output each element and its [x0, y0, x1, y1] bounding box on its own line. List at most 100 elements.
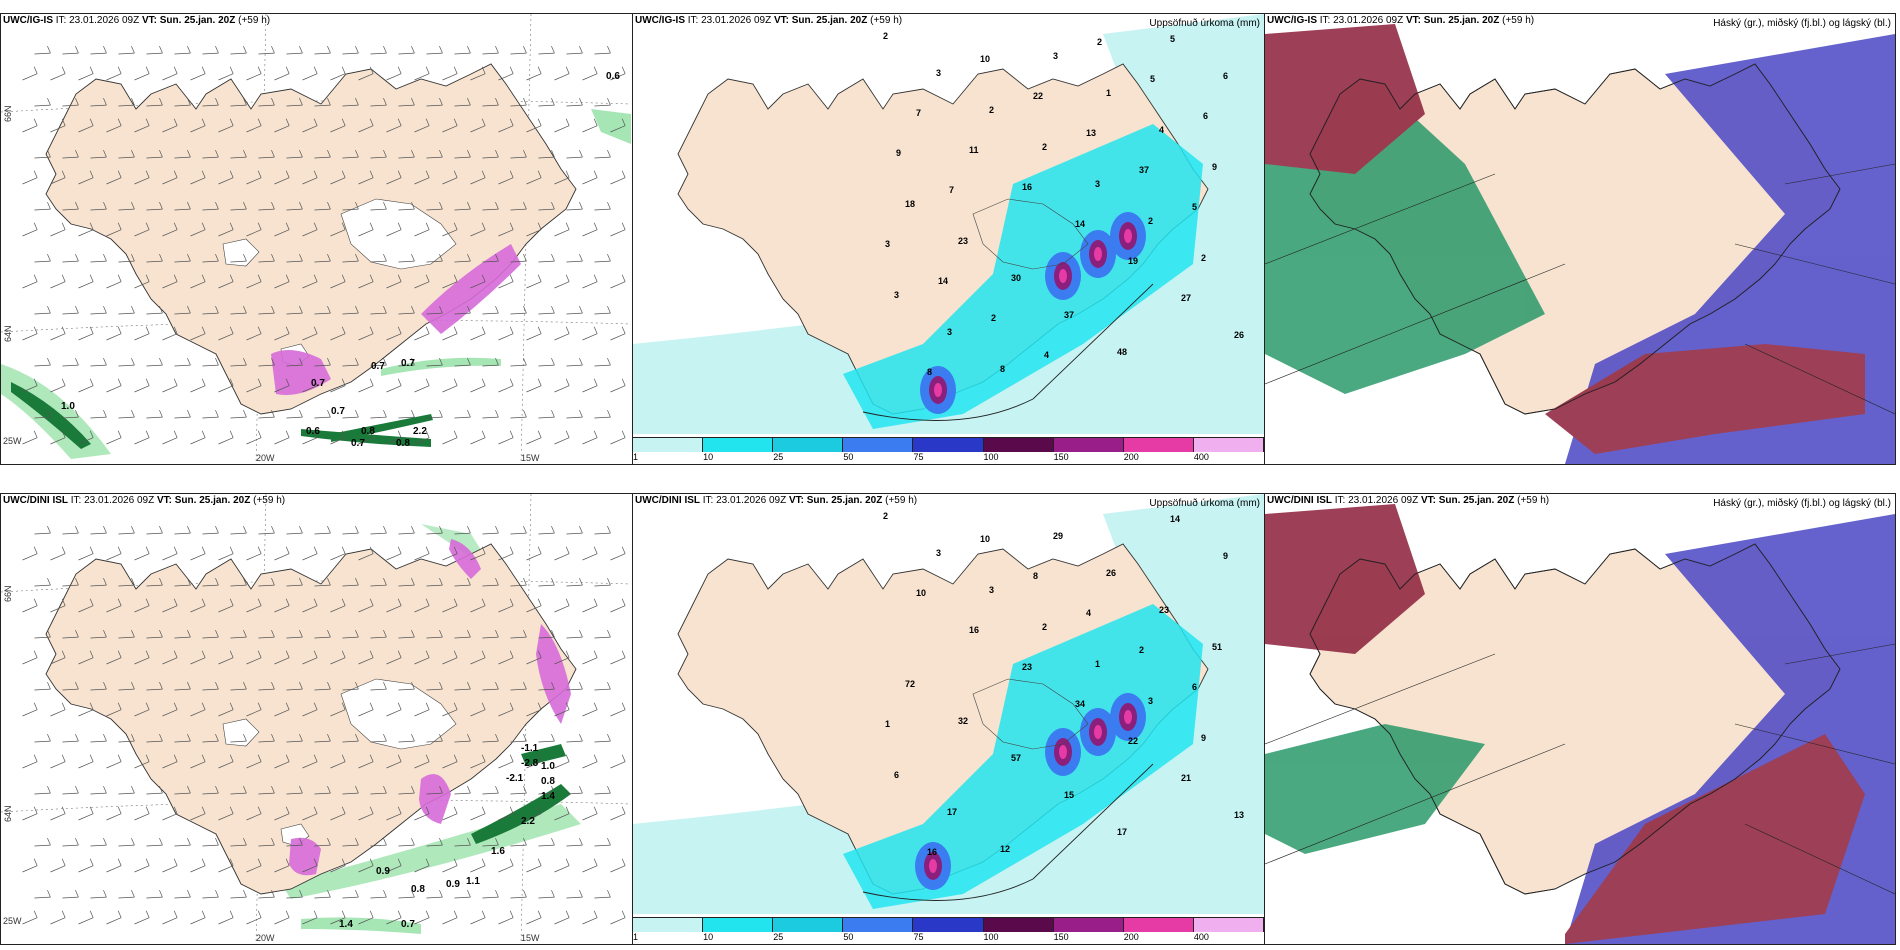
wind-barb — [146, 740, 163, 743]
precip-value-label: 22 — [1033, 91, 1043, 101]
wind-barb-flag — [537, 430, 542, 438]
wind-barb — [398, 532, 415, 535]
panel-title: UWC/IG-IS IT: 23.01.2026 09Z VT: Sun. 25… — [1267, 15, 1534, 26]
wind-barb — [190, 229, 206, 237]
cloud-grid — [1265, 643, 1895, 895]
wind-barb-flag — [257, 222, 262, 230]
wind-barb — [510, 312, 527, 315]
high-cloud-area — [1265, 724, 1485, 854]
wind-barb-flag — [61, 430, 66, 438]
wind-barb — [342, 792, 359, 795]
wind-barb — [526, 229, 542, 237]
wind-barb-flag — [243, 681, 247, 690]
wind-barb — [314, 740, 331, 743]
wind-barb-flag — [187, 889, 191, 898]
wind-barb — [566, 208, 583, 211]
value-label: 0.8 — [411, 884, 425, 895]
wind-barb-flag — [551, 681, 555, 690]
wind-barb-flag — [103, 253, 107, 262]
wind-barb — [230, 208, 247, 211]
precip-value-label: 21 — [1181, 773, 1191, 783]
wind-barb — [498, 125, 514, 133]
wind-barb — [330, 761, 346, 769]
vt-value: Sun. 25.jan. 20Z — [174, 495, 251, 506]
wind-barb — [526, 813, 542, 821]
wind-barb — [442, 229, 458, 237]
wind-barb — [50, 281, 66, 289]
wind-barb — [342, 584, 359, 587]
wind-barb — [190, 385, 206, 393]
wind-barb — [594, 844, 611, 847]
wind-barb-flag — [565, 170, 570, 178]
wind-barb-flag — [47, 253, 51, 262]
wind-barb-flag — [103, 305, 107, 314]
wind-barb-flag — [145, 326, 150, 334]
wind-barb — [286, 156, 303, 159]
wind-barb-flag — [621, 274, 626, 282]
wind-barb-flag — [467, 305, 471, 314]
wind-barb — [134, 605, 150, 613]
wind-barb — [554, 605, 570, 613]
wind-barb — [246, 553, 262, 561]
wind-barb — [426, 260, 443, 263]
model-name: UWC/IG-IS — [1267, 15, 1317, 26]
wind-barb-flag — [481, 546, 486, 554]
wind-barb-flag — [439, 629, 443, 638]
wind-barb — [78, 865, 94, 873]
wind-barb-flag — [369, 66, 374, 74]
wind-barb-flag — [607, 409, 611, 418]
value-label: -2.8 — [521, 758, 539, 769]
lead-time: (+59 h) — [1517, 495, 1550, 506]
wind-barb-flag — [89, 598, 94, 606]
precip-core-pink — [1094, 725, 1102, 739]
wind-barb-flag — [579, 149, 583, 158]
wind-barb — [274, 657, 290, 665]
wind-barb-flag — [355, 577, 359, 586]
wind-barb-flag — [551, 577, 555, 586]
colorbar: 1 10 25 50 75 100 150 200 400 — [633, 917, 1264, 944]
wind-barb-flag — [89, 118, 94, 126]
wind-barb — [118, 364, 135, 367]
wind-barb-flag — [523, 681, 527, 690]
wind-barb — [454, 208, 471, 211]
wind-barb — [370, 688, 387, 691]
wind-barb-flag — [341, 430, 346, 438]
wind-barb — [106, 813, 122, 821]
wind-barb — [526, 333, 542, 341]
wind-barb-flag — [411, 629, 415, 638]
wind-barb-flag — [313, 430, 318, 438]
wind-barb-flag — [33, 222, 38, 230]
wind-barb — [594, 416, 611, 419]
wind-barb — [538, 52, 555, 55]
wind-barb-flag — [201, 66, 206, 74]
panel-title: UWC/DINI ISL IT: 23.01.2026 09Z VT: Sun.… — [635, 495, 917, 506]
wind-barb-flag — [33, 546, 38, 554]
wind-barb — [358, 385, 374, 393]
wind-barb — [370, 584, 387, 587]
wind-barb-flag — [257, 326, 262, 334]
wind-barb — [22, 865, 38, 873]
wind-barb-flag — [173, 702, 178, 710]
wind-barb-flag — [439, 97, 443, 106]
colorbar-tick: 400 — [1193, 452, 1209, 462]
wind-barb — [274, 333, 290, 341]
wind-barb — [286, 312, 303, 315]
wind-barb — [554, 177, 570, 185]
wind-barb — [62, 844, 79, 847]
wind-barb — [274, 813, 290, 821]
low-cloud-west — [1265, 24, 1425, 174]
wind-barb — [454, 156, 471, 159]
wind-barb-flag — [397, 430, 402, 438]
wind-barb — [258, 416, 275, 419]
wind-barb-flag — [229, 546, 234, 554]
wind-barb-flag — [47, 97, 51, 106]
wind-barb — [34, 208, 51, 211]
wind-barb — [202, 260, 219, 263]
wind-barb-flag — [47, 149, 51, 158]
wind-barb-flag — [579, 201, 583, 210]
wind-barb — [162, 605, 178, 613]
wind-barb — [218, 813, 234, 821]
wind-barb-flag — [565, 118, 570, 126]
wind-barb — [358, 229, 374, 237]
precip-value-label: 32 — [958, 716, 968, 726]
